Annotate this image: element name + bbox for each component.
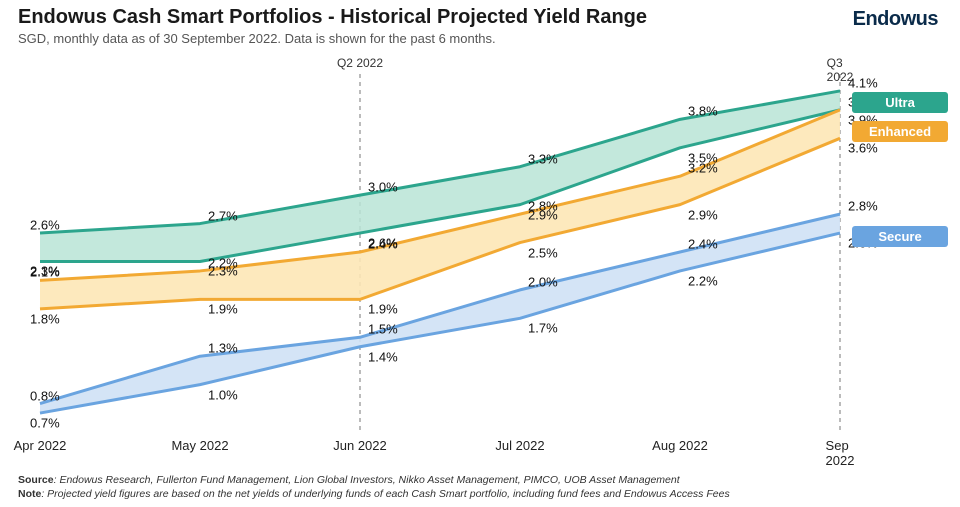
- value-label: 2.2%: [688, 273, 718, 288]
- legend-item-enhanced: Enhanced: [852, 121, 948, 142]
- value-label: 2.8%: [528, 199, 558, 214]
- quarter-label: Q2 2022: [337, 56, 383, 70]
- header: Endowus Cash Smart Portfolios - Historic…: [18, 6, 942, 46]
- footer-source: Source: Endowus Research, Fullerton Fund…: [18, 473, 942, 487]
- x-axis-tick-label: Aug 2022: [652, 438, 708, 453]
- value-label: 0.8%: [30, 388, 60, 403]
- value-label: 2.6%: [30, 218, 60, 233]
- legend: Ultra Enhanced Secure: [852, 92, 948, 255]
- value-label: 1.9%: [368, 302, 398, 317]
- chart-subtitle: SGD, monthly data as of 30 September 202…: [18, 31, 942, 46]
- value-label: 2.9%: [688, 207, 718, 222]
- value-label: 2.2%: [208, 255, 238, 270]
- value-label: 3.3%: [528, 151, 558, 166]
- footer-note: Note: Projected yield figures are based …: [18, 487, 942, 501]
- value-label: 3.0%: [368, 180, 398, 195]
- quarter-label: Q3 2022: [827, 56, 854, 84]
- value-label: 1.5%: [368, 322, 398, 337]
- x-axis-tick-label: Jun 2022: [333, 438, 387, 453]
- value-label: 1.3%: [208, 341, 238, 356]
- value-label: 1.4%: [368, 349, 398, 364]
- value-label: 2.1%: [30, 265, 60, 280]
- value-label: 1.8%: [30, 311, 60, 326]
- page-root: Endowus Cash Smart Portfolios - Historic…: [0, 0, 960, 507]
- footer: Source: Endowus Research, Fullerton Fund…: [18, 473, 942, 501]
- value-label: 2.7%: [208, 208, 238, 223]
- value-label: 2.4%: [688, 237, 718, 252]
- chart-title: Endowus Cash Smart Portfolios - Historic…: [18, 6, 942, 29]
- value-label: 3.2%: [688, 161, 718, 176]
- brand-logo: Endowus: [853, 8, 938, 31]
- footer-note-text: : Projected yield figures are based on t…: [41, 488, 729, 500]
- footer-source-text: : Endowus Research, Fullerton Fund Manag…: [54, 474, 680, 486]
- x-axis-tick-label: May 2022: [171, 438, 228, 453]
- value-label: 2.0%: [528, 274, 558, 289]
- legend-item-secure: Secure: [852, 226, 948, 247]
- value-label: 1.9%: [208, 302, 238, 317]
- legend-item-ultra: Ultra: [852, 92, 948, 113]
- chart-area: 2.6%2.3%2.7%2.3%3.0%2.6%3.3%2.9%3.8%3.5%…: [30, 72, 850, 432]
- value-label: 3.8%: [688, 104, 718, 119]
- footer-source-prefix: Source: [18, 474, 54, 486]
- value-label: 0.7%: [30, 416, 60, 431]
- x-axis-tick-label: Apr 2022: [14, 438, 67, 453]
- footer-note-prefix: Note: [18, 488, 41, 500]
- x-axis-labels: Apr 2022May 2022Jun 2022Jul 2022Aug 2022…: [30, 438, 850, 458]
- value-label: 1.0%: [208, 387, 238, 402]
- x-axis-tick-label: Jul 2022: [495, 438, 544, 453]
- value-label: 1.7%: [528, 321, 558, 336]
- chart-svg: [30, 72, 850, 432]
- value-label: 2.4%: [368, 237, 398, 252]
- x-axis-tick-label: Sep 2022: [826, 438, 855, 468]
- value-label: 2.5%: [528, 245, 558, 260]
